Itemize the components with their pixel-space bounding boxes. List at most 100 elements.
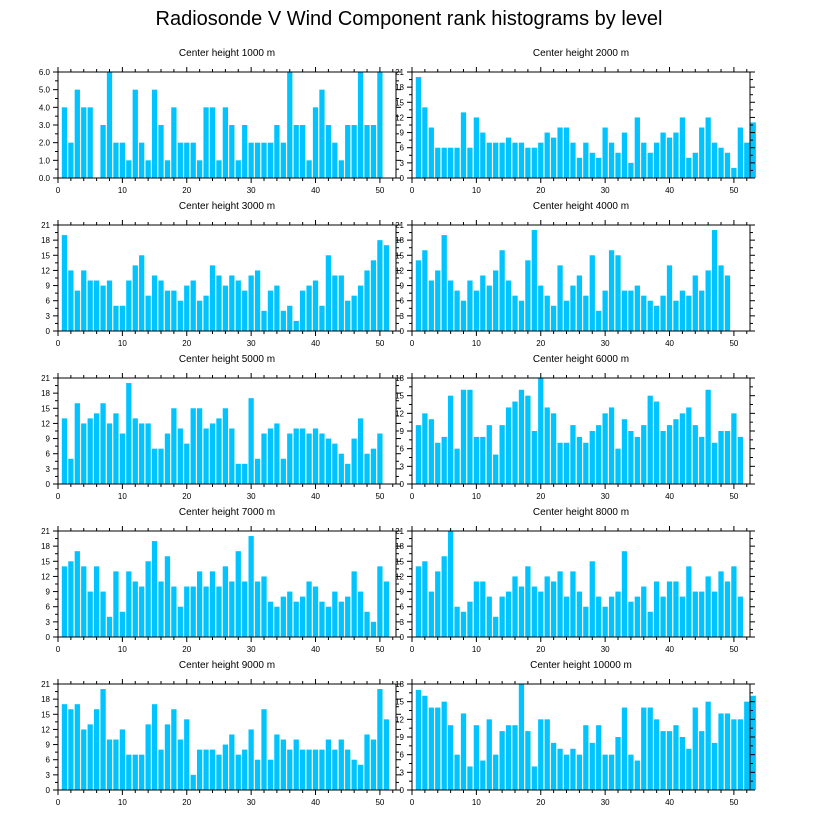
histogram-bar — [454, 606, 460, 637]
histogram-bar — [325, 255, 332, 331]
histogram-bar — [351, 759, 357, 790]
histogram-bar — [660, 431, 666, 484]
histogram-bar — [87, 724, 93, 790]
histogram-bar — [164, 160, 171, 178]
histogram-bar — [596, 157, 602, 178]
x-tick-label: 10 — [472, 645, 481, 654]
histogram-bar — [377, 72, 383, 178]
histogram-bar — [550, 413, 557, 484]
histogram-bar — [447, 280, 454, 331]
histogram-bar — [300, 749, 306, 790]
histogram-bar — [602, 754, 608, 790]
histogram-bar — [660, 731, 666, 790]
histogram-bar — [338, 453, 344, 484]
histogram-panel: Center height 8000 m 0 3 6 9 12 15 18 21 0 10 20 30 4… — [395, 507, 755, 654]
y-tick-label: 18 — [395, 680, 404, 689]
histogram-bar — [196, 160, 203, 178]
histogram-bar — [480, 436, 486, 484]
histogram-bar — [300, 596, 306, 637]
histogram-bar — [602, 127, 608, 178]
y-tick-label: 9 — [400, 733, 405, 742]
histogram-bar — [81, 107, 87, 178]
histogram-bar — [306, 749, 312, 790]
histogram-bar — [177, 606, 183, 637]
histogram-bar — [184, 586, 190, 637]
histogram-bar — [531, 431, 537, 484]
histogram-bar — [209, 265, 216, 331]
histogram-bar — [505, 280, 512, 331]
histogram-bar — [377, 689, 383, 790]
histogram-bar — [608, 407, 615, 484]
histogram-bar — [499, 731, 505, 790]
histogram-bar — [576, 157, 583, 178]
histogram-bar — [699, 436, 705, 484]
histogram-bar — [171, 586, 177, 637]
y-tick-label: 18 — [41, 695, 50, 704]
histogram-bar — [441, 436, 447, 484]
histogram-bar — [447, 531, 454, 637]
histogram-bar — [415, 425, 422, 484]
histogram-bar — [248, 275, 254, 331]
histogram-bar — [68, 561, 74, 637]
histogram-bar — [435, 270, 441, 331]
histogram-bar — [177, 428, 183, 484]
histogram-bar — [628, 162, 634, 178]
histogram-bar — [261, 142, 267, 178]
histogram-bar — [563, 127, 570, 178]
histogram-bar — [493, 616, 499, 637]
histogram-bar — [261, 709, 267, 790]
histogram-bar — [196, 571, 203, 637]
histogram-bar — [293, 428, 299, 484]
histogram-bar — [261, 576, 267, 637]
histogram-bar — [184, 142, 190, 178]
histogram-bar — [621, 290, 628, 331]
histogram-bar — [654, 581, 660, 637]
histogram-bar — [589, 255, 595, 331]
histogram-bar — [364, 125, 370, 178]
histogram-bar — [467, 766, 473, 790]
histogram-bar — [731, 167, 737, 178]
histogram-bar — [345, 749, 351, 790]
histogram-bar — [184, 285, 190, 331]
histogram-bar — [203, 428, 209, 484]
histogram-bar — [377, 433, 383, 484]
histogram-bar — [293, 601, 299, 637]
histogram-bar — [100, 125, 106, 178]
y-tick-label: 6 — [400, 445, 405, 454]
histogram-bar — [267, 601, 274, 637]
y-tick-label: 12 — [395, 572, 404, 581]
histogram-bar — [184, 719, 190, 790]
x-tick-label: 0 — [410, 339, 415, 348]
histogram-panel: Center height 1000 m 0.0 1.0 2.0 3.0 4.0 5.0 6.… — [39, 48, 401, 195]
histogram-bar — [467, 389, 473, 484]
x-tick-label: 20 — [182, 186, 191, 195]
histogram-bar — [145, 160, 151, 178]
histogram-bar — [435, 571, 441, 637]
histogram-bar — [737, 719, 743, 790]
x-tick-label: 30 — [601, 492, 610, 501]
x-tick-label: 20 — [536, 798, 545, 807]
histogram-bar — [615, 737, 621, 790]
histogram-bar — [473, 117, 480, 178]
histogram-bar — [699, 127, 705, 178]
histogram-bar — [248, 729, 254, 790]
histogram-bar — [357, 591, 364, 637]
histogram-bar — [441, 701, 447, 790]
x-tick-label: 50 — [375, 798, 384, 807]
y-tick-label: 21 — [41, 680, 50, 689]
histogram-bar — [222, 744, 229, 790]
histogram-bar — [345, 596, 351, 637]
histogram-bar — [267, 759, 274, 790]
histogram-bar — [505, 725, 512, 790]
x-tick-label: 10 — [472, 798, 481, 807]
histogram-bar — [74, 551, 80, 637]
histogram-bar — [422, 250, 428, 331]
histogram-bar — [538, 719, 544, 790]
y-tick-label: 3.0 — [39, 121, 51, 130]
histogram-bar — [538, 591, 544, 637]
histogram-bar — [608, 754, 615, 790]
histogram-bar — [280, 142, 286, 178]
histogram-bar — [190, 586, 196, 637]
histogram-bar — [486, 596, 492, 637]
histogram-bar — [370, 739, 377, 790]
